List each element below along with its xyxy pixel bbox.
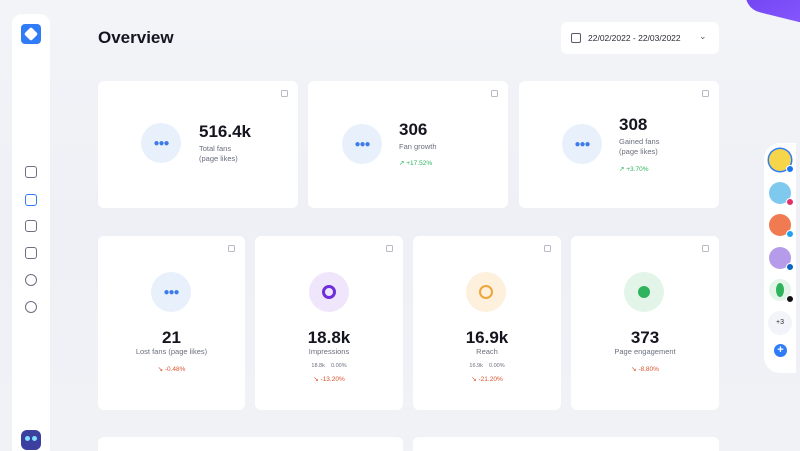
stat-delta: ↘ -8.80% — [631, 366, 659, 373]
stat-value: 16.9k — [465, 328, 509, 347]
stat-value: 306 — [399, 120, 428, 139]
stat-label: Reach — [476, 347, 498, 356]
date-range-text: 22/02/2022 - 22/03/2022 — [588, 33, 681, 43]
instagram-icon — [786, 198, 794, 206]
stat-label-sub: (page likes) — [199, 154, 238, 163]
people-icon: ●●● — [562, 124, 602, 164]
people-icon: ●●● — [141, 123, 181, 163]
engagement-icon — [624, 272, 664, 312]
chevron-down-icon: ⌄ — [699, 31, 707, 41]
tiktok-icon — [786, 295, 794, 303]
chart-card-partial — [413, 437, 719, 451]
twitter-icon — [786, 230, 794, 238]
calendar-icon — [571, 33, 581, 43]
date-range-picker[interactable]: 22/02/2022 - 22/03/2022 ⌄ — [561, 22, 719, 54]
stat-label: Fan growth — [399, 142, 437, 151]
account-avatar-twitter[interactable] — [769, 214, 794, 238]
info-icon[interactable] — [702, 245, 709, 252]
page-title: Overview — [98, 28, 174, 47]
impressions-icon — [309, 272, 349, 312]
stat-card-total-fans: ●●● 516.4k Total fans (page likes) — [98, 81, 298, 208]
stat-label: Lost fans (page likes) — [135, 347, 208, 356]
mini-stat-paid: 0.00% — [330, 363, 347, 369]
user-avatar[interactable] — [21, 430, 41, 450]
mini-stat-organic: 18.8k — [311, 363, 325, 369]
chart-card-partial — [98, 437, 403, 451]
stat-value: 373 — [630, 328, 660, 347]
info-icon[interactable] — [228, 245, 235, 252]
stat-value: 308 — [619, 115, 648, 134]
stat-delta: ↘ -21.20% — [471, 376, 503, 383]
account-avatar-tiktok[interactable] — [769, 279, 794, 303]
stat-label: Impressions — [308, 347, 350, 356]
account-avatar-instagram[interactable] — [769, 182, 794, 206]
info-icon[interactable] — [702, 90, 709, 97]
sticky-note-icon[interactable] — [25, 247, 37, 259]
stat-delta: ↗ +3.70% — [619, 166, 649, 173]
people-icon: ●●● — [151, 272, 191, 312]
image-icon[interactable] — [25, 220, 37, 232]
stat-card-impressions: 18.8k Impressions 18.8k 0.00% ↘ -13.20% — [255, 236, 403, 410]
account-avatar-linkedin[interactable] — [769, 247, 794, 271]
mini-stat-organic: 16.9k — [469, 363, 483, 369]
chat-icon[interactable] — [25, 274, 37, 286]
stat-value: 516.4k — [199, 122, 251, 141]
stat-card-reach: 16.9k Reach 16.9k 0.00% ↘ -21.20% — [413, 236, 561, 410]
stat-label: Page engagement — [614, 347, 676, 356]
stat-delta: ↘ -13.20% — [313, 376, 345, 383]
stat-label: Gained fans — [619, 137, 660, 146]
stat-card-gained-fans: ●●● 308 Gained fans (page likes) ↗ +3.70… — [519, 81, 719, 208]
corner-decoration — [741, 0, 800, 28]
stat-delta: ↘ -0.48% — [157, 366, 186, 373]
facebook-icon — [786, 165, 794, 173]
social-accounts-rail: +3 + — [764, 143, 796, 373]
mini-stats-row: 18.8k 0.00% — [255, 363, 403, 369]
globe-icon[interactable] — [25, 301, 37, 313]
account-avatar-facebook[interactable] — [769, 149, 794, 173]
app-logo[interactable] — [21, 24, 41, 44]
info-icon[interactable] — [281, 90, 288, 97]
stat-label-sub: (page likes) — [619, 147, 658, 156]
target-icon — [466, 272, 506, 312]
dashboard-icon[interactable] — [25, 166, 37, 178]
analytics-icon[interactable] — [25, 194, 37, 206]
info-icon[interactable] — [544, 245, 551, 252]
sidebar — [12, 14, 50, 451]
stat-value: 18.8k — [307, 328, 351, 347]
stat-label: Total fans — [199, 144, 232, 153]
linkedin-icon — [786, 263, 794, 271]
more-accounts-button[interactable]: +3 — [768, 311, 792, 335]
info-icon[interactable] — [386, 245, 393, 252]
stat-value: 21 — [162, 328, 181, 347]
mini-stat-paid: 0.00% — [488, 363, 505, 369]
add-account-button[interactable]: + — [774, 344, 787, 357]
stat-delta: ↗ +17.52% — [399, 160, 433, 167]
people-icon: ●●● — [342, 124, 382, 164]
info-icon[interactable] — [491, 90, 498, 97]
stat-card-fan-growth: ●●● 306 Fan growth ↗ +17.52% — [308, 81, 508, 208]
mini-stats-row: 16.9k 0.00% — [413, 363, 561, 369]
stat-card-page-engagement: 373 Page engagement ↘ -8.80% — [571, 236, 719, 410]
stat-card-lost-fans: ●●● 21 Lost fans (page likes) ↘ -0.48% — [98, 236, 245, 410]
